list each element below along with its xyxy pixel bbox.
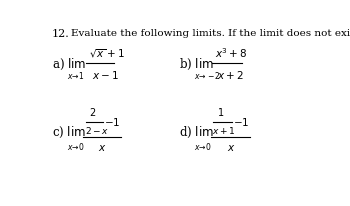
Text: $x+1$: $x+1$ <box>212 125 236 137</box>
Text: $-1$: $-1$ <box>104 116 121 128</box>
Text: $x\!\to\!0$: $x\!\to\!0$ <box>194 141 212 152</box>
Text: c) $\mathrm{lim}$: c) $\mathrm{lim}$ <box>52 125 86 140</box>
Text: Evaluate the following limits. If the limit does not exist, write DNE.: Evaluate the following limits. If the li… <box>71 29 350 39</box>
Text: d) $\mathrm{lim}$: d) $\mathrm{lim}$ <box>179 125 214 140</box>
Text: $x\!\to\!0$: $x\!\to\!0$ <box>67 141 85 152</box>
Text: $x\!\to\!1$: $x\!\to\!1$ <box>67 70 84 81</box>
Text: 12.: 12. <box>52 29 70 40</box>
Text: $x$: $x$ <box>227 143 235 153</box>
Text: $x+2$: $x+2$ <box>217 69 244 81</box>
Text: $x^3+8$: $x^3+8$ <box>215 46 247 60</box>
Text: $x\!\to\!-2$: $x\!\to\!-2$ <box>194 70 221 81</box>
Text: $2-x$: $2-x$ <box>85 125 109 137</box>
Text: $x-1$: $x-1$ <box>92 69 119 81</box>
Text: $2$: $2$ <box>89 106 96 118</box>
Text: a) $\mathrm{lim}$: a) $\mathrm{lim}$ <box>52 57 86 72</box>
Text: $1$: $1$ <box>217 106 224 118</box>
Text: $x$: $x$ <box>98 143 106 153</box>
Text: b) $\mathrm{lim}$: b) $\mathrm{lim}$ <box>179 57 214 72</box>
Text: $\sqrt{x}+1$: $\sqrt{x}+1$ <box>89 47 124 60</box>
Text: $-1$: $-1$ <box>233 116 250 128</box>
